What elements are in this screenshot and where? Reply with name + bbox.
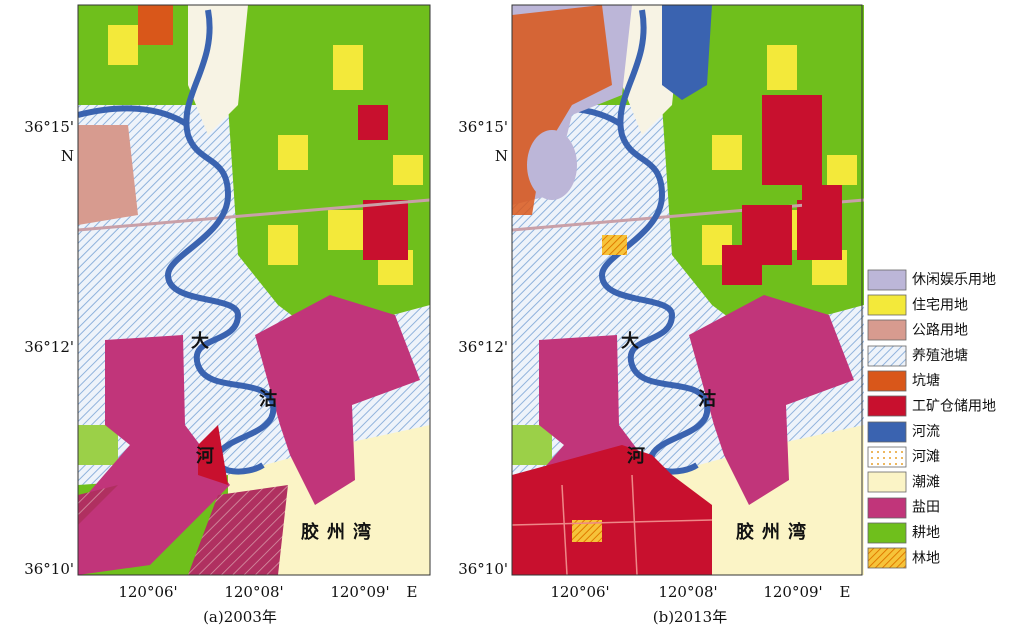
legend-label: 休闲娱乐用地 bbox=[912, 272, 996, 288]
legend-label: 耕地 bbox=[912, 524, 940, 541]
legend-label: 盐田 bbox=[912, 500, 940, 516]
place-label: 大 bbox=[191, 330, 209, 352]
legend-label: 林地 bbox=[912, 550, 940, 566]
place-label: 河 bbox=[627, 446, 645, 467]
map-2003 bbox=[78, 5, 430, 575]
legend-label: 住宅用地 bbox=[912, 297, 968, 313]
y-label: 36°15' bbox=[24, 118, 74, 136]
place-label: 河 bbox=[196, 446, 214, 467]
place-label: 沽 bbox=[259, 388, 277, 410]
x-label: 120°09' bbox=[763, 583, 822, 601]
x-label: 120°06' bbox=[550, 583, 609, 601]
y-label: 36°12' bbox=[24, 338, 74, 356]
x-label: 120°08' bbox=[224, 583, 283, 601]
y-label: 36°10' bbox=[458, 560, 508, 578]
y-label: 36°15' bbox=[458, 118, 508, 136]
y-label: N bbox=[61, 147, 74, 165]
legend-label: 潮滩 bbox=[912, 474, 940, 490]
caption: (a)2003年 bbox=[203, 608, 277, 626]
frame bbox=[511, 4, 863, 576]
place-label: 胶州湾 bbox=[301, 521, 379, 543]
legend-label: 河滩 bbox=[912, 449, 940, 465]
y-label: N bbox=[495, 147, 508, 165]
x-label: 120°08' bbox=[658, 583, 717, 601]
y-label: 36°10' bbox=[24, 560, 74, 578]
map-2013 bbox=[512, 5, 864, 575]
x-label: E bbox=[840, 583, 851, 601]
legend-label: 养殖池塘 bbox=[912, 347, 968, 364]
frame bbox=[77, 4, 431, 576]
legend-swatches bbox=[867, 269, 907, 569]
place-label: 大 bbox=[621, 330, 639, 352]
legend-label: 公路用地 bbox=[912, 323, 968, 339]
x-label: 120°09' bbox=[330, 583, 389, 601]
place-label: 胶州湾 bbox=[736, 521, 814, 543]
y-label: 36°12' bbox=[458, 338, 508, 356]
caption: (b)2013年 bbox=[653, 608, 727, 626]
legend-label: 工矿仓储用地 bbox=[912, 399, 996, 415]
place-label: 沽 bbox=[698, 388, 716, 410]
legend-label: 坑塘 bbox=[912, 373, 940, 389]
x-label: E bbox=[407, 583, 418, 601]
legend-label: 河流 bbox=[912, 424, 940, 440]
x-label: 120°06' bbox=[118, 583, 177, 601]
